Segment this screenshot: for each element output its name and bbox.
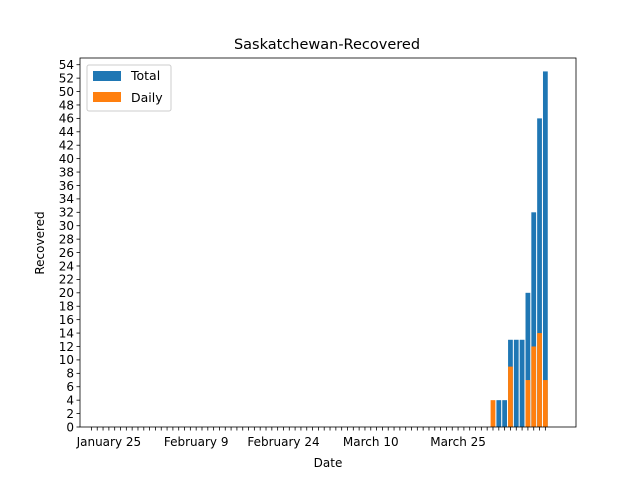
daily-bar	[537, 333, 542, 427]
y-tick-label: 12	[59, 340, 74, 354]
x-tick-label: February 24	[247, 435, 319, 449]
y-tick-label: 38	[59, 165, 74, 179]
x-tick-label: February 9	[164, 435, 229, 449]
y-tick-label: 34	[59, 192, 74, 206]
total-bar	[519, 339, 525, 427]
y-tick-label: 52	[59, 71, 74, 85]
total-bar	[537, 118, 542, 427]
x-tick-label: January 25	[76, 435, 142, 449]
y-tick-label: 26	[59, 246, 74, 260]
y-tick-label: 50	[59, 85, 74, 99]
x-axis-title: Date	[314, 456, 343, 470]
legend-label-daily: Daily	[131, 90, 163, 105]
y-tick-label: 2	[66, 407, 74, 421]
y-tick-label: 16	[59, 313, 74, 327]
legend-swatch-total	[93, 71, 121, 81]
x-tick-label: March 25	[430, 435, 486, 449]
y-axis: 0246810121416182022242628303234363840424…	[59, 58, 80, 434]
legend-swatch-daily	[93, 92, 121, 102]
y-axis-title: Recovered	[33, 211, 47, 274]
y-tick-label: 0	[66, 420, 74, 434]
daily-bar	[542, 380, 548, 427]
y-tick-label: 20	[59, 286, 74, 300]
y-tick-label: 46	[59, 112, 74, 126]
total-bar	[502, 400, 508, 427]
y-tick-label: 8	[66, 367, 74, 381]
legend: Total Daily	[86, 64, 172, 112]
daily-bar	[531, 346, 537, 427]
y-tick-label: 54	[59, 58, 74, 72]
y-tick-label: 24	[59, 259, 74, 273]
y-tick-label: 22	[59, 273, 74, 287]
chart-title: Saskatchewan-Recovered	[234, 37, 420, 53]
total-bar	[525, 292, 531, 427]
y-tick-label: 44	[59, 125, 74, 139]
y-tick-label: 14	[59, 326, 74, 340]
x-axis: January 25 February 9 February 24 March 10 M…	[76, 427, 546, 449]
total-bar	[496, 400, 502, 427]
y-tick-label: 30	[59, 219, 74, 233]
y-tick-label: 18	[59, 300, 74, 314]
y-tick-label: 40	[59, 152, 74, 166]
daily-bar	[508, 366, 513, 427]
daily-bar	[525, 380, 531, 427]
total-bar	[513, 339, 519, 427]
y-tick-label: 10	[59, 353, 74, 367]
y-tick-label: 42	[59, 139, 74, 153]
y-tick-label: 32	[59, 206, 74, 220]
daily-bar	[490, 400, 496, 427]
y-tick-label: 4	[66, 393, 74, 407]
total-bar	[542, 71, 548, 428]
plot-frame	[79, 57, 577, 428]
daily-bars	[490, 333, 548, 427]
y-tick-label: 6	[66, 380, 74, 394]
x-tick-label: March 10	[343, 435, 399, 449]
y-tick-label: 48	[59, 98, 74, 112]
y-tick-label: 36	[59, 179, 74, 193]
legend-label-total: Total	[130, 68, 160, 83]
total-bar	[531, 212, 537, 427]
y-tick-label: 28	[59, 232, 74, 246]
